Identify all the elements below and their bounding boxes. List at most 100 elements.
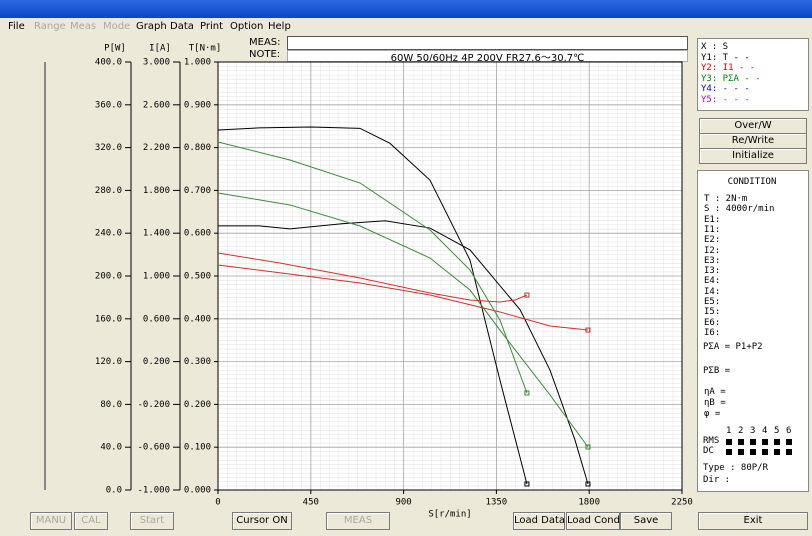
condition-line: E2: xyxy=(704,235,721,246)
y-tick-label: 0.600 xyxy=(184,229,211,239)
x-axis-title: S[r/min] xyxy=(428,510,471,520)
condition-line: T : 2N·m xyxy=(704,194,748,204)
menu-item[interactable]: Graph xyxy=(136,21,167,32)
bottom-button[interactable]: Start xyxy=(130,512,174,530)
y-tick-label: 0.900 xyxy=(184,100,211,110)
rms-check[interactable] xyxy=(786,439,792,445)
end-marker xyxy=(524,390,530,396)
y-tick-label: 80.0 xyxy=(100,400,122,410)
efficiency-line: ηA = xyxy=(704,387,726,397)
legend-row: Y1: T - - xyxy=(701,52,750,63)
x-tick-label: 1800 xyxy=(578,498,600,508)
condition-line: I3: xyxy=(704,266,721,277)
efficiency-line: φ = xyxy=(704,409,721,419)
dc-check[interactable] xyxy=(738,449,744,455)
data-line xyxy=(217,126,528,485)
y-tick-label: 0.700 xyxy=(184,186,211,196)
rms-check[interactable] xyxy=(750,439,756,445)
y-tick-label: 0.500 xyxy=(184,272,211,282)
title-bar xyxy=(0,0,812,18)
rms-label: RMS xyxy=(703,436,720,446)
y-tick-label: 160.0 xyxy=(95,314,122,324)
y-tick-label: 0.200 xyxy=(184,400,211,410)
rms-check[interactable] xyxy=(726,439,732,445)
note-label: NOTE: xyxy=(249,49,281,60)
x-tick-label: 2250 xyxy=(671,498,693,508)
note-text: 60W 50/60Hz 4P 200V FR27.6～30.7℃ xyxy=(390,53,585,64)
menu-item[interactable]: Print xyxy=(200,21,224,32)
meas-box[interactable] xyxy=(287,36,688,50)
condition-line: I2: xyxy=(704,245,721,256)
y-tick-label: 0.600 xyxy=(143,314,170,324)
axis-title: I[A] xyxy=(149,44,171,54)
side-button[interactable]: Over/W xyxy=(699,118,807,134)
condition-line: I6: xyxy=(704,327,721,338)
y-tick-label: 200.0 xyxy=(95,272,122,282)
condition-line: I4: xyxy=(704,286,721,297)
menu-item[interactable]: Data xyxy=(170,21,194,32)
bottom-button[interactable]: Save xyxy=(620,512,672,530)
rms-check[interactable] xyxy=(762,439,768,445)
dc-label: DC xyxy=(703,446,714,456)
formula-line: PΣA = P1+P2 xyxy=(703,342,763,352)
condition-line: I1: xyxy=(704,224,721,235)
bottom-button[interactable]: Exit xyxy=(698,512,808,530)
end-marker xyxy=(585,444,591,450)
y-tick-label: 360.0 xyxy=(95,100,122,110)
y-tick-label: -0.200 xyxy=(137,400,170,410)
legend-row: Y3: PΣA - - xyxy=(701,73,761,84)
rms-check[interactable] xyxy=(774,439,780,445)
y-tick-label: 2.600 xyxy=(143,100,170,110)
condition-line: S : 4000r/min xyxy=(704,204,775,215)
menu-item[interactable]: Option xyxy=(230,21,264,32)
data-line xyxy=(217,252,528,303)
channel-number: 3 xyxy=(750,426,756,436)
bottom-button[interactable]: Cursor ON xyxy=(232,512,292,530)
menu-item[interactable]: Range xyxy=(34,21,66,32)
y-tick-label: 1.400 xyxy=(143,229,170,239)
condition-line: E3: xyxy=(704,255,721,266)
channel-number: 2 xyxy=(738,426,744,436)
y-tick-label: 0.200 xyxy=(143,357,170,367)
bottom-button[interactable]: MANU xyxy=(30,512,72,530)
end-marker xyxy=(585,327,591,333)
y-tick-label: 120.0 xyxy=(95,357,122,367)
condition-line: E4: xyxy=(704,276,721,287)
bottom-button[interactable]: CAL xyxy=(74,512,108,530)
dc-check[interactable] xyxy=(762,449,768,455)
y-tick-label: 400.0 xyxy=(95,58,122,68)
y-tick-label: 0.000 xyxy=(184,486,211,496)
bottom-button[interactable]: MEAS xyxy=(326,512,390,530)
dc-check[interactable] xyxy=(726,449,732,455)
side-button[interactable]: Initialize xyxy=(699,148,807,164)
dir-line: Dir : xyxy=(703,475,731,485)
legend-row: X : S xyxy=(701,42,729,52)
bottom-button[interactable]: Load Data xyxy=(513,512,565,530)
efficiency-line: ηB = xyxy=(704,398,726,408)
condition-panel xyxy=(697,170,809,492)
dc-check[interactable] xyxy=(774,449,780,455)
menu-item[interactable]: Help xyxy=(268,21,291,32)
bottom-button[interactable]: Load Cond xyxy=(566,512,620,530)
data-line xyxy=(217,141,528,394)
side-button[interactable]: Re/Write xyxy=(699,133,807,149)
y-tick-label: 1.000 xyxy=(184,58,211,68)
condition-title: CONDITION xyxy=(727,177,777,187)
rms-check[interactable] xyxy=(738,439,744,445)
legend-row: Y5: - - - xyxy=(701,94,750,105)
menu-item[interactable]: File xyxy=(8,21,25,32)
dc-check[interactable] xyxy=(750,449,756,455)
end-marker xyxy=(524,481,530,487)
axis-title: T[N·m] xyxy=(189,44,222,54)
meas-label: MEAS: xyxy=(249,37,281,48)
y-tick-label: 240.0 xyxy=(95,229,122,239)
data-line xyxy=(218,220,589,485)
menu-item[interactable]: Meas xyxy=(70,21,97,32)
dc-check[interactable] xyxy=(786,449,792,455)
channel-number: 4 xyxy=(762,426,768,436)
legend-row: Y2: I1 - - xyxy=(701,63,756,73)
condition-line: E5: xyxy=(704,297,721,307)
menu-item[interactable]: Mode xyxy=(103,21,131,32)
y-tick-label: 0.0 xyxy=(106,486,122,496)
